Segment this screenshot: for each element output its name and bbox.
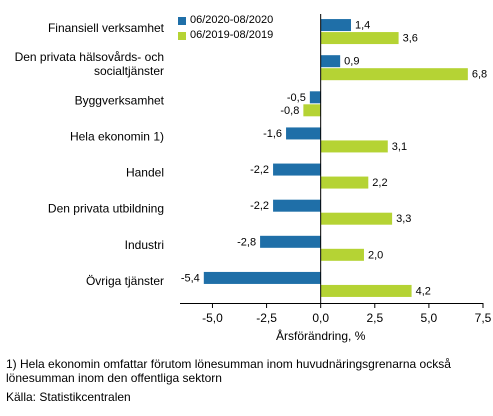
category-label-line: socialtjänster [94,64,164,78]
bar-series-1 [309,91,321,104]
legend: 06/2020-08/2020 06/2019-08/2019 [178,13,273,43]
category-label: Övriga tjänster [86,274,164,288]
category-label-line: Finansiell verksamhet [48,21,165,35]
bar-chart: Finansiell verksamhet 1,4 3,6 Den privata h… [15,14,492,343]
bar-series-1 [260,235,321,248]
category-label-line: Hela ekonomin 1) [70,129,164,143]
category-label-line: Den privata hälsovårds- och [15,50,164,64]
bar-series-1 [273,163,321,176]
category-label-line: Den privata utbildning [48,202,164,216]
legend-label-series-1: 06/2020-08/2020 [190,14,274,26]
bar-series-2 [320,140,388,153]
data-label-series-2: 3,3 [396,213,411,225]
bar-series-2 [320,248,364,261]
data-label-series-1: -2,2 [250,164,269,176]
bar-series-2 [320,212,393,225]
bar-series-2 [320,68,468,81]
data-label-series-2: 4,2 [416,285,431,297]
data-label-series-1: 1,4 [355,20,370,32]
category-label-line: Byggverksamhet [75,93,165,107]
category-label: Handel [126,166,164,180]
data-label-series-1: -0,5 [287,92,306,104]
data-label-series-2: 6,8 [472,69,487,81]
legend-swatch-series-1 [178,16,186,25]
category-label: Industri [125,238,164,252]
category-label-line: Övriga tjänster [86,274,164,288]
source-note: Källa: Statistikcentralen [6,390,131,404]
bar-series-1 [203,271,321,284]
data-label-series-2: 3,1 [392,141,407,153]
category-label-line: Handel [126,166,164,180]
data-label-series-1: -5,4 [181,272,200,284]
data-label-series-2: 3,6 [403,33,418,45]
bar-series-1 [273,199,321,212]
x-tick-label: 5,0 [421,311,438,325]
bar-series-2 [320,176,369,189]
category-label: Byggverksamhet [75,93,165,107]
data-label-series-1: 0,9 [344,56,359,68]
x-tick-label: 7,5 [475,311,492,325]
legend-swatch-series-2 [178,31,186,40]
bar-series-1 [320,55,341,68]
data-label-series-1: -2,2 [250,200,269,212]
x-tick-label: 2,5 [366,311,383,325]
legend-item-series-1: 06/2020-08/2020 [178,13,273,28]
bar-series-2 [320,284,412,297]
category-label: Hela ekonomin 1) [70,129,164,143]
bar-series-2 [303,104,321,117]
footnote: 1) Hela ekonomin omfattar förutom lönesu… [6,357,451,385]
legend-item-series-2: 06/2019-08/2019 [178,28,273,43]
data-label-series-1: -2,8 [237,236,256,248]
legend-label-series-2: 06/2019-08/2019 [190,29,274,41]
bar-series-2 [320,32,399,45]
data-label-series-2: 2,0 [368,249,383,261]
category-label: Finansiell verksamhet [48,21,165,35]
x-tick-label: 0,0 [312,311,329,325]
data-label-series-2: -0,8 [280,105,299,117]
data-label-series-1: -1,6 [263,128,282,140]
category-label: Den privata utbildning [48,202,164,216]
category-label: Den privata hälsovårds- och socialtjänste… [15,50,164,78]
category-label-line: Industri [125,238,164,252]
bar-series-1 [320,19,351,32]
bar-series-1 [286,127,321,140]
x-tick-label: -2,5 [256,311,277,325]
x-tick-label: -5,0 [202,311,223,325]
data-label-series-2: 2,2 [372,177,387,189]
x-axis-title: Årsförändring, % [276,328,366,343]
